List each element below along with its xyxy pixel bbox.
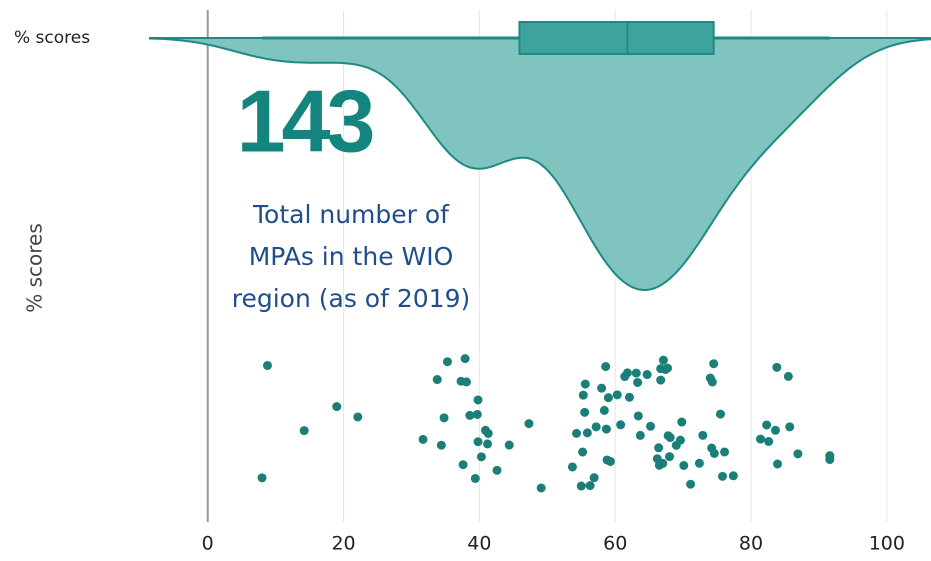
point [825,451,835,461]
point [772,362,782,372]
point [793,449,803,459]
violin [149,37,931,292]
point [442,357,452,367]
point [709,448,719,458]
annotation-number: 143 [237,71,373,170]
point [582,428,592,438]
point [601,362,611,372]
point [473,395,483,405]
point [622,368,632,378]
point [694,458,704,468]
point [460,354,470,364]
x-tick-label: 100 [869,533,905,555]
point [654,443,664,453]
point [715,409,725,419]
point [439,413,449,423]
x-tick-label: 60 [603,533,627,555]
point [642,370,652,380]
point [597,383,607,393]
point [709,359,719,369]
point [567,462,577,472]
point [762,420,772,430]
point [418,434,428,444]
point [578,447,588,457]
point [492,465,502,475]
point [461,377,471,387]
x-tick-label: 40 [467,533,491,555]
point [504,440,514,450]
point [470,473,480,483]
point [679,460,689,470]
point [658,355,668,365]
point [576,481,586,491]
point [262,360,272,370]
annotation-line: Total number of [252,200,450,229]
point [635,430,645,440]
point [353,412,363,422]
category-label: % scores [14,28,90,48]
x-tick-label: 80 [739,533,763,555]
point [785,422,795,432]
point [720,447,730,457]
point [624,392,634,402]
point [578,390,588,400]
annotation-line: MPAs in the WIO [249,242,454,271]
point [472,409,482,419]
point [585,481,595,491]
point [612,390,622,400]
point [631,368,641,378]
point [633,377,643,387]
point [601,424,611,434]
point [536,483,546,493]
point [764,436,774,446]
point [299,426,309,436]
point [707,377,717,387]
annotation-line: region (as of 2019) [232,284,470,313]
point [465,410,475,420]
point [783,371,793,381]
point [728,471,738,481]
point [662,363,672,373]
point [698,430,708,440]
point [580,379,590,389]
point [257,473,267,483]
point [770,425,780,435]
point [483,439,493,449]
box [518,21,715,55]
point [483,428,493,438]
point [665,452,675,462]
point [432,375,442,385]
point [332,402,342,412]
point [603,393,613,403]
point [436,440,446,450]
point [718,471,728,481]
point [616,420,626,430]
point [686,479,696,489]
y-axis-label: % scores [23,223,47,313]
point [658,458,668,468]
point [580,407,590,417]
point [656,375,666,385]
point [675,435,685,445]
point [524,419,534,429]
point [476,452,486,462]
point [646,421,656,431]
x-tick-label: 20 [331,533,355,555]
point [571,428,581,438]
point [773,459,783,469]
point [756,434,766,444]
point [589,473,599,483]
point [665,433,675,443]
point [633,411,643,421]
point [473,437,483,447]
point [599,405,609,415]
point [605,456,615,466]
point [591,422,601,432]
point [458,460,468,470]
point [677,417,687,427]
x-tick-label: 0 [202,533,214,555]
